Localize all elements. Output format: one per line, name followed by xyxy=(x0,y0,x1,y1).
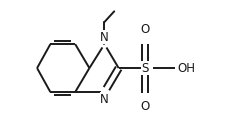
Text: S: S xyxy=(141,62,148,75)
Text: N: N xyxy=(100,93,108,106)
Text: O: O xyxy=(140,100,149,113)
Text: O: O xyxy=(140,23,149,36)
Text: N: N xyxy=(100,31,108,44)
Text: OH: OH xyxy=(176,62,194,75)
